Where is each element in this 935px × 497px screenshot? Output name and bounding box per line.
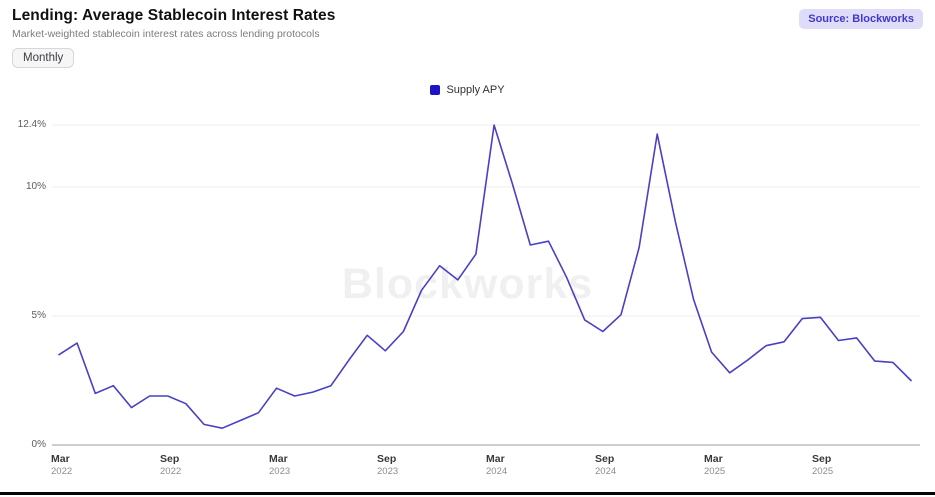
y-axis-label: 12.4% bbox=[17, 119, 46, 131]
supply-apy-line bbox=[58, 124, 912, 430]
x-axis-month: Mar bbox=[486, 453, 505, 465]
x-axis-label: Mar 2024 bbox=[486, 453, 507, 478]
chart-title: Lending: Average Stablecoin Interest Rat… bbox=[12, 7, 336, 24]
x-axis-month: Sep bbox=[595, 453, 615, 465]
x-axis-year: 2023 bbox=[377, 466, 399, 478]
legend-swatch bbox=[430, 85, 441, 95]
source-badge: Source: Blockworks bbox=[799, 9, 923, 29]
legend-label: Supply APY bbox=[446, 84, 505, 96]
frequency-toggle-button[interactable]: Monthly bbox=[12, 48, 75, 68]
x-axis-year: 2022 bbox=[160, 466, 182, 478]
x-axis-month: Mar bbox=[51, 453, 70, 465]
chart-subtitle: Market-weighted stablecoin interest rate… bbox=[12, 28, 320, 40]
x-axis-label: Sep 2025 bbox=[812, 453, 833, 478]
x-axis-year: 2025 bbox=[704, 466, 726, 478]
legend: Supply APY bbox=[0, 84, 935, 96]
bottom-border bbox=[0, 492, 935, 495]
x-axis-label: Mar 2022 bbox=[51, 453, 72, 478]
chart-area: Blockworks 12.4% 10% 5% 0% Mar 2022 Sep 2022 Ma… bbox=[0, 110, 935, 490]
x-axis-label: Mar 2025 bbox=[704, 453, 725, 478]
line-chart-plot[interactable] bbox=[0, 110, 935, 455]
y-axis-label: 10% bbox=[25, 181, 46, 192]
x-axis-month: Mar bbox=[704, 453, 723, 465]
x-axis-label: Sep 2024 bbox=[595, 453, 616, 478]
x-axis-year: 2025 bbox=[812, 466, 834, 478]
x-axis-month: Mar bbox=[269, 453, 288, 465]
x-axis-month: Sep bbox=[160, 453, 180, 465]
x-axis-label: Sep 2023 bbox=[377, 453, 398, 478]
y-axis-label: 0% bbox=[31, 439, 46, 450]
y-axis-label: 5% bbox=[31, 310, 46, 321]
x-axis-label: Mar 2023 bbox=[269, 453, 290, 478]
x-axis-month: Sep bbox=[377, 453, 397, 465]
x-axis-year: 2024 bbox=[595, 466, 617, 478]
x-axis-year: 2024 bbox=[486, 466, 508, 478]
x-axis-year: 2022 bbox=[51, 466, 73, 478]
x-axis-month: Sep bbox=[812, 453, 832, 465]
x-axis-label: Sep 2022 bbox=[160, 453, 181, 478]
x-axis-year: 2023 bbox=[269, 466, 291, 478]
